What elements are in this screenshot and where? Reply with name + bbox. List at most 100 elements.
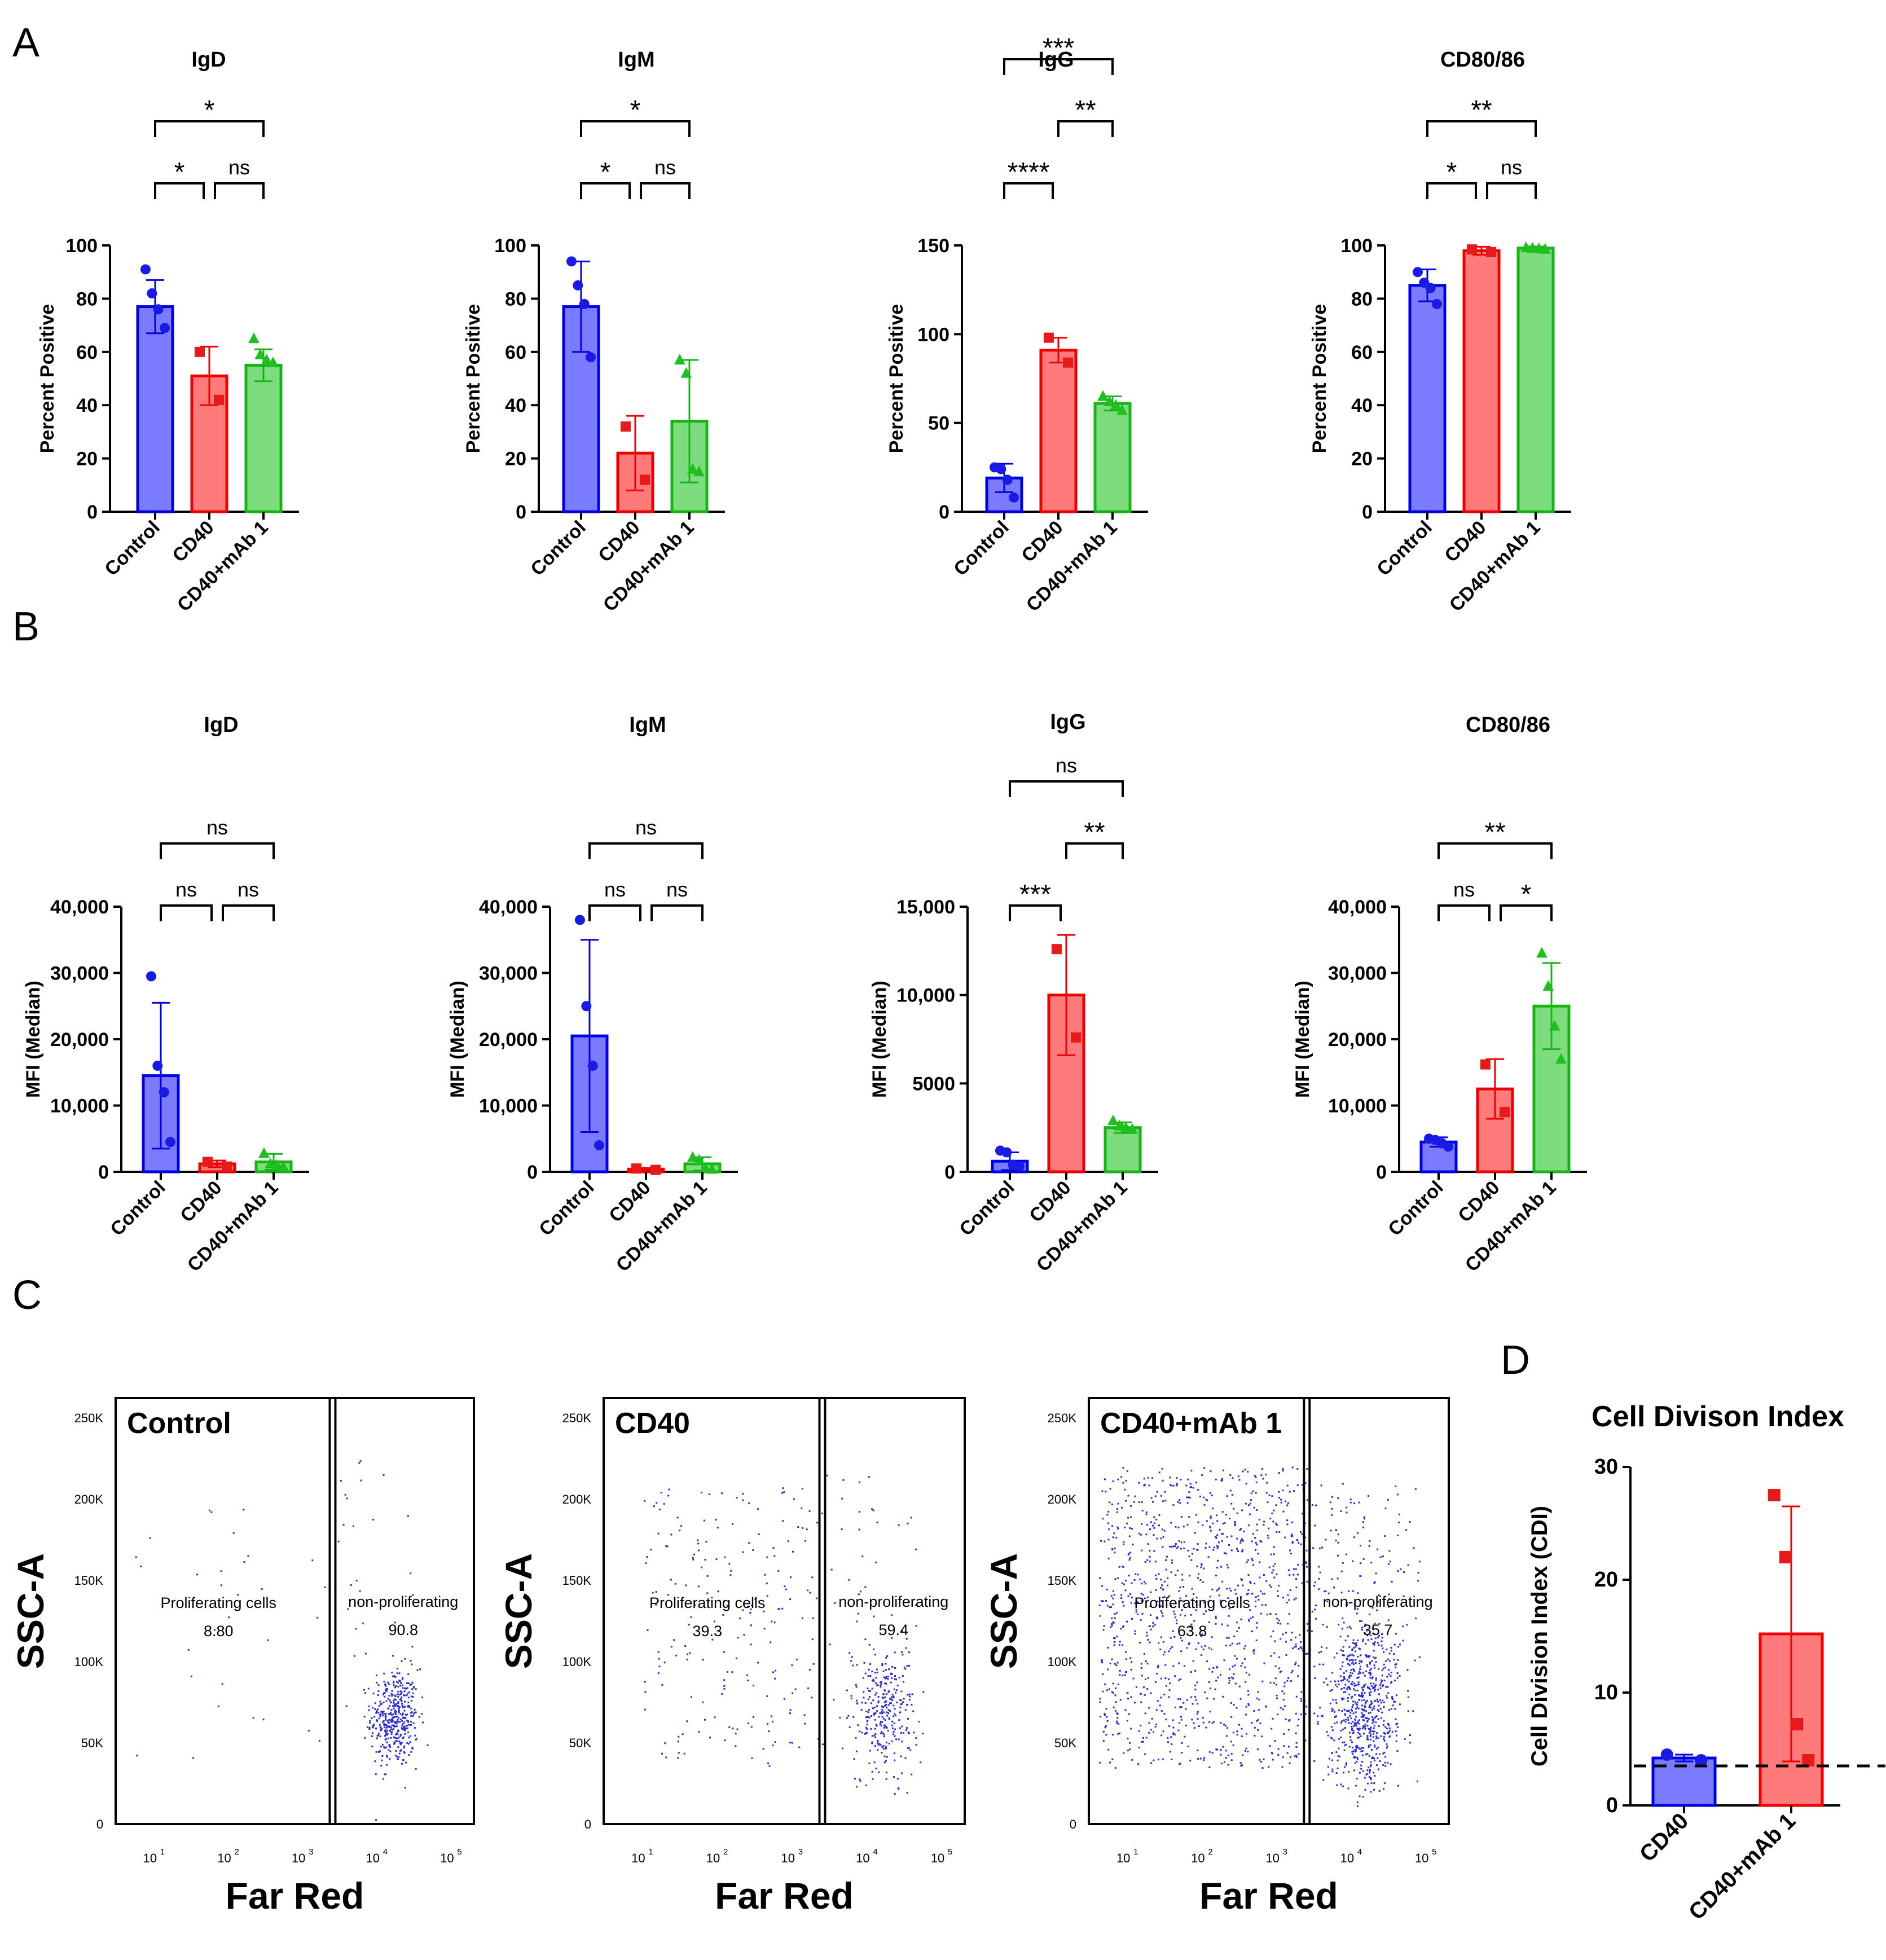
event-dot [1284, 1536, 1286, 1539]
event-dot [1106, 1689, 1108, 1691]
event-dot [395, 1750, 397, 1752]
event-dot [401, 1725, 403, 1727]
event-dot [1318, 1663, 1321, 1665]
y-axis-label: SSC-A [498, 1553, 539, 1669]
event-dot [872, 1707, 874, 1709]
event-dot [384, 1713, 386, 1715]
event-dot [883, 1755, 886, 1757]
event-dot [663, 1662, 666, 1664]
event-dot [1358, 1736, 1360, 1738]
event-dot [1150, 1692, 1152, 1694]
event-dot [768, 1730, 770, 1733]
event-dot [1384, 1508, 1387, 1510]
event-dot [868, 1695, 871, 1698]
event-dot [645, 1562, 647, 1565]
event-dot [1360, 1764, 1362, 1766]
event-dot [394, 1703, 396, 1706]
y-tick-label: 0 [1376, 1162, 1387, 1183]
event-dot [686, 1659, 688, 1661]
event-dot [385, 1734, 388, 1736]
x-tick-exponent: 1 [648, 1847, 653, 1857]
event-dot [1220, 1566, 1223, 1568]
gate-label: Proliferating cells [1134, 1594, 1250, 1611]
event-dot [419, 1668, 421, 1671]
event-dot [898, 1788, 900, 1790]
event-dot [1105, 1600, 1107, 1602]
event-dot [1251, 1616, 1254, 1618]
event-dot [894, 1651, 896, 1654]
event-dot [1339, 1675, 1342, 1677]
event-dot [404, 1658, 406, 1660]
y-tick-label: 60 [505, 342, 526, 363]
event-dot [855, 1684, 857, 1686]
event-dot [384, 1747, 386, 1749]
event-dot [397, 1746, 399, 1748]
x-tick-label: 10 [706, 1851, 720, 1865]
x-tick-label: 10 [781, 1851, 794, 1865]
event-dot [406, 1727, 408, 1729]
event-dot [387, 1681, 389, 1684]
event-dot [1194, 1689, 1197, 1691]
event-dot [1335, 1702, 1338, 1704]
event-dot [771, 1620, 773, 1623]
event-dot [1233, 1704, 1235, 1706]
event-dot [1123, 1541, 1125, 1543]
y-tick-label: 10,000 [50, 1096, 109, 1117]
chart-title: Cell Divison Index [1592, 1400, 1844, 1433]
event-dot [665, 1756, 667, 1759]
event-dot [1130, 1602, 1132, 1604]
event-dot [1195, 1514, 1198, 1516]
event-dot [852, 1716, 855, 1718]
event-dot [1365, 1643, 1367, 1645]
event-dot [1391, 1696, 1393, 1698]
category-label: Control [535, 1177, 598, 1240]
event-dot [1368, 1656, 1370, 1658]
event-dot [1134, 1602, 1136, 1605]
event-dot [1382, 1752, 1384, 1755]
event-dot [1255, 1541, 1257, 1544]
event-dot [888, 1717, 890, 1720]
event-dot [787, 1540, 789, 1542]
event-dot [894, 1708, 896, 1710]
event-dot [1366, 1737, 1369, 1739]
event-dot [1125, 1500, 1127, 1502]
event-dot [1295, 1742, 1298, 1744]
category-label: CD40+mAb 1 [1684, 1808, 1800, 1924]
event-dot [1237, 1584, 1239, 1587]
event-dot [895, 1702, 898, 1704]
event-dot [1162, 1588, 1164, 1590]
event-dot [1251, 1631, 1253, 1633]
event-dot [1272, 1565, 1274, 1567]
event-dot [1343, 1687, 1346, 1689]
event-dot [411, 1681, 414, 1684]
event-dot [1342, 1562, 1344, 1564]
event-dot [411, 1663, 413, 1665]
event-dot [1122, 1601, 1124, 1603]
event-dot [1260, 1474, 1263, 1476]
event-dot [1221, 1623, 1223, 1625]
event-dot [1337, 1755, 1339, 1757]
event-dot [1388, 1709, 1391, 1711]
event-dot [1267, 1535, 1269, 1537]
data-point [147, 288, 157, 298]
event-dot [1357, 1592, 1359, 1594]
event-dot [1210, 1470, 1212, 1473]
event-dot [1359, 1772, 1361, 1774]
event-dot [871, 1715, 873, 1717]
event-dot [1149, 1528, 1151, 1530]
event-dot [1370, 1777, 1372, 1779]
event-dot [908, 1732, 911, 1734]
event-dot [397, 1721, 399, 1723]
event-dot [1288, 1720, 1290, 1722]
event-dot [918, 1721, 920, 1723]
event-dot [1179, 1698, 1181, 1700]
event-dot [1208, 1766, 1211, 1768]
x-tick-label: 10 [366, 1851, 379, 1865]
event-dot [881, 1708, 883, 1711]
event-dot [1273, 1652, 1276, 1654]
event-dot [364, 1692, 366, 1694]
data-point [1051, 944, 1062, 955]
event-dot [899, 1699, 902, 1701]
event-dot [1226, 1495, 1228, 1497]
event-dot [381, 1721, 384, 1724]
